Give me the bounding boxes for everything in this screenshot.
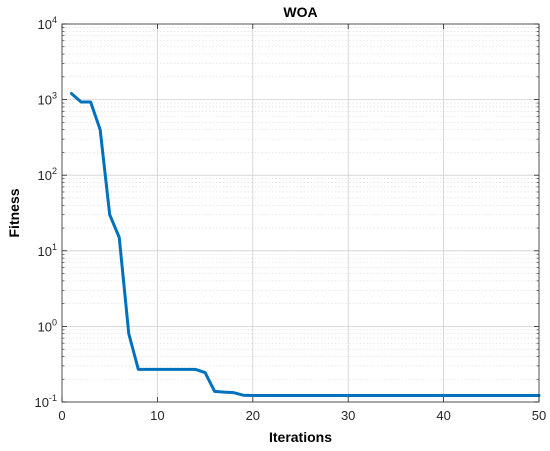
x-tick-label: 0 xyxy=(58,408,65,423)
y-tick-label: 102 xyxy=(38,166,57,183)
y-tick-label: 101 xyxy=(38,242,57,259)
y-tick-label: 104 xyxy=(38,15,57,32)
series-layer xyxy=(70,92,541,397)
chart-title: WOA xyxy=(283,4,317,20)
series-line xyxy=(70,92,541,397)
x-tick-label: 40 xyxy=(436,408,450,423)
y-tick-label: 10-1 xyxy=(35,393,57,410)
x-tick-label: 20 xyxy=(246,408,260,423)
y-tick-label: 103 xyxy=(38,91,57,108)
y-tick-label: 100 xyxy=(38,317,57,334)
x-tick-label: 10 xyxy=(150,408,164,423)
x-tick-label: 30 xyxy=(341,408,355,423)
x-tick-label: 50 xyxy=(532,408,546,423)
grid-lines xyxy=(62,24,539,402)
x-axis-label: Iterations xyxy=(269,429,332,445)
axes-box xyxy=(61,23,540,403)
plot-area xyxy=(62,24,539,402)
axis-ticks: 10-1 100 101 102 103 104 0 10 20 30 40 50 xyxy=(35,15,547,423)
y-axis-label: Fitness xyxy=(6,188,22,237)
